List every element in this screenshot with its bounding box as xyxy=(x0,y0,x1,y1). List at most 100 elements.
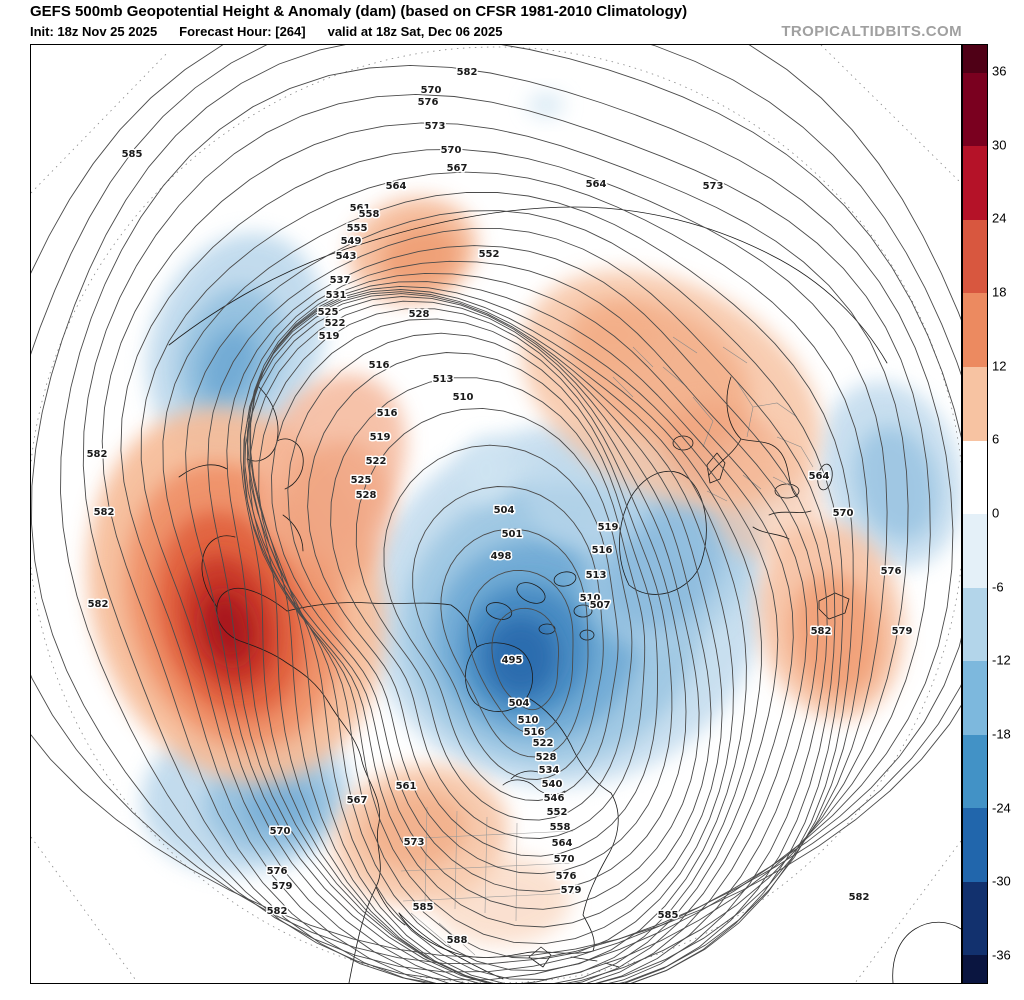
contour-label: 534 xyxy=(539,765,560,776)
contour-label: 552 xyxy=(479,249,500,260)
contour-line xyxy=(249,300,712,928)
contour-label: 579 xyxy=(561,885,582,896)
colorbar-tick: -36 xyxy=(992,947,1011,963)
contour-label: 582 xyxy=(849,892,870,903)
contour-label: 576 xyxy=(556,871,577,882)
contour-line xyxy=(287,332,673,875)
colorbar-segment xyxy=(963,808,987,882)
contour-label: 582 xyxy=(87,449,108,460)
contour-label: 513 xyxy=(433,374,454,385)
contour-label: 570 xyxy=(421,85,442,96)
contour-label: 570 xyxy=(441,145,462,156)
contour-label: 570 xyxy=(554,854,575,865)
valid-time: valid at 18z Sat, Dec 06 2025 xyxy=(327,24,503,39)
contour-label: 528 xyxy=(536,752,557,763)
contour-label: 582 xyxy=(88,599,109,610)
colorbar-segment xyxy=(963,734,987,809)
colorbar-tick: 6 xyxy=(992,431,1000,447)
contour-line xyxy=(242,293,734,960)
contour-label: 588 xyxy=(447,935,468,946)
contour-label: 510 xyxy=(518,715,539,726)
colorbar-segment xyxy=(963,219,987,294)
anomaly-blob xyxy=(566,300,656,370)
contour-line xyxy=(31,45,961,965)
colorbar-tick: -18 xyxy=(992,726,1011,742)
contour-label: 570 xyxy=(270,826,291,837)
contour-label: 552 xyxy=(547,807,568,818)
anomaly-blob xyxy=(485,617,557,697)
contour-line xyxy=(271,318,687,892)
contour-label: 564 xyxy=(809,471,830,482)
contour-label: 564 xyxy=(552,838,573,849)
contour-line xyxy=(31,45,961,973)
contour-line xyxy=(240,260,819,983)
contour-line xyxy=(412,486,604,780)
colorbar-tick: 24 xyxy=(992,210,1007,226)
contour-line xyxy=(467,569,574,735)
colorbar-segment xyxy=(963,72,987,147)
contour-label: 561 xyxy=(396,781,417,792)
colorbar-tick: 12 xyxy=(992,358,1007,374)
contour-label: 585 xyxy=(413,902,434,913)
contour-line xyxy=(244,296,723,945)
contour-line xyxy=(162,191,854,983)
map-canvas: 582 570 576 573 570 567 564 561 558 555 549 543 537 5… xyxy=(30,44,962,984)
colorbar-segment xyxy=(963,293,987,367)
contour-line xyxy=(82,93,931,983)
contour-line xyxy=(185,210,844,983)
contour-label: 516 xyxy=(377,408,398,419)
colorbar-tick: 30 xyxy=(992,137,1007,153)
contour-label: 576 xyxy=(267,866,288,877)
contour-label: 585 xyxy=(122,149,143,160)
contour-label: 564 xyxy=(586,179,607,190)
contour-label: 561 xyxy=(350,203,371,214)
colorbar xyxy=(962,44,988,984)
contour-label: 516 xyxy=(369,360,390,371)
contour-label: 516 xyxy=(524,727,545,738)
contour-label: 516 xyxy=(592,545,613,556)
colorbar-segment xyxy=(963,367,987,441)
anomaly-blob xyxy=(431,855,571,945)
colorbar-tick-labels: 36 30 24 18 12 6 0 -6 -12 -18 -24 -30 -36 xyxy=(992,44,1024,984)
contour-label: 555 xyxy=(347,223,368,234)
run-info: Init: 18z Nov 25 2025 Forecast Hour: [264… xyxy=(30,23,524,41)
colorbar-tick: -30 xyxy=(992,873,1011,889)
contour-label: 495 xyxy=(502,655,523,666)
contour-label: 564 xyxy=(386,181,407,192)
contour-label: 510 xyxy=(580,593,601,604)
colorbar-segment xyxy=(963,146,987,220)
contour-label: 573 xyxy=(404,837,425,848)
contour-label: 519 xyxy=(598,522,619,533)
contour-label: 540 xyxy=(542,779,563,790)
colorbar-tick: -24 xyxy=(992,800,1011,816)
contour-label: 510 xyxy=(453,392,474,403)
colorbar-tick: -6 xyxy=(992,579,1004,595)
weather-map-svg: 5825705765735705675645615585555495435375… xyxy=(31,45,961,983)
forecast-hour: Forecast Hour: [264] xyxy=(179,24,306,39)
anomaly-blob xyxy=(854,426,938,540)
header: GEFS 500mb Geopotential Height & Anomaly… xyxy=(30,3,962,41)
colorbar-segment xyxy=(963,955,987,984)
contour-line xyxy=(60,64,954,981)
contour-line xyxy=(383,444,619,801)
contour-label: 525 xyxy=(351,475,372,486)
contour-label: 546 xyxy=(544,793,565,804)
anomaly-blob xyxy=(243,779,315,835)
contour-label: 567 xyxy=(347,795,368,806)
contour-label: 585 xyxy=(658,910,679,921)
contour-line xyxy=(307,352,658,857)
contour-label: 576 xyxy=(418,97,439,108)
colorbar-segment xyxy=(963,881,987,956)
colorbar-tick: 0 xyxy=(992,505,1000,521)
anomaly-blob xyxy=(280,440,392,590)
colorbar-segment xyxy=(963,514,987,588)
contour-label: 582 xyxy=(94,507,115,518)
contour-label: 519 xyxy=(370,432,391,443)
contour-label: 576 xyxy=(881,566,902,577)
contour-label: 558 xyxy=(550,822,571,833)
contour-label: 504 xyxy=(509,698,530,709)
contour-label: 528 xyxy=(356,490,377,501)
contour-label: 522 xyxy=(366,456,387,467)
contour-line xyxy=(226,245,828,983)
colorbar-tick: -12 xyxy=(992,652,1011,668)
